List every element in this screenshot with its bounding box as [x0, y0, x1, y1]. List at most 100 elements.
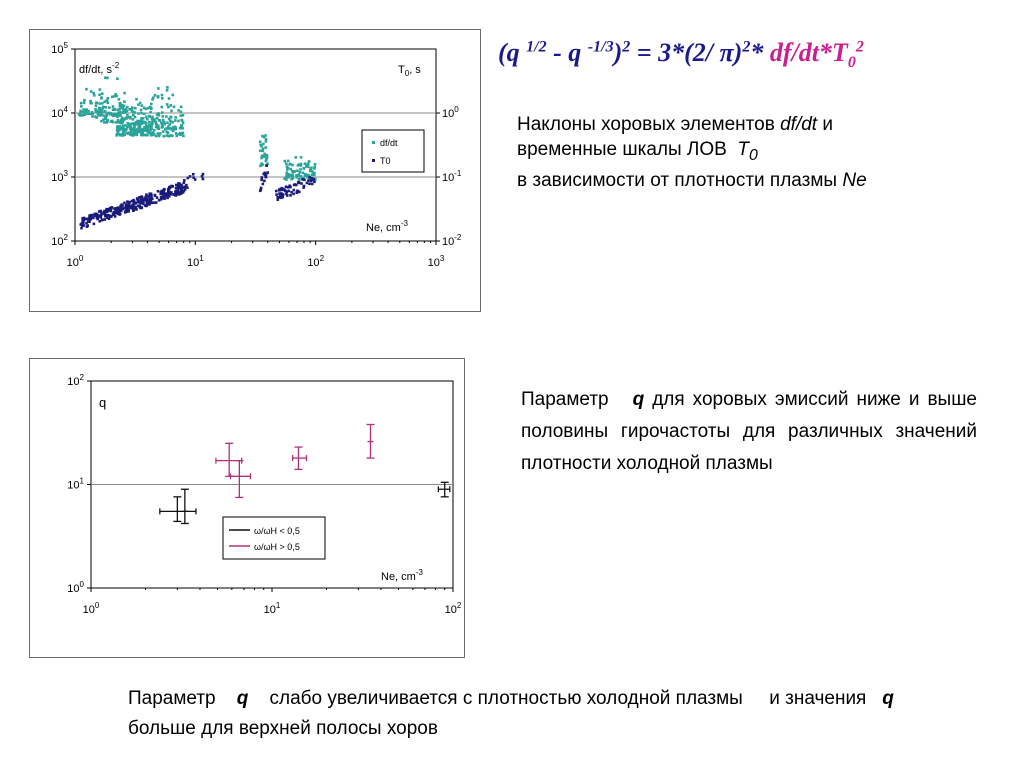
point-dfdt	[161, 125, 164, 129]
point-t0	[259, 186, 263, 190]
point-dfdt	[262, 142, 265, 146]
point-t0	[147, 194, 150, 198]
point-t0	[274, 189, 278, 193]
point-dfdt	[307, 165, 310, 169]
point-t0	[109, 207, 113, 211]
point-t0	[84, 217, 87, 221]
point-t0	[164, 194, 167, 198]
point-t0	[81, 221, 85, 224]
point-dfdt	[146, 133, 149, 137]
y-tick-label-right-0-exp: -2	[454, 233, 462, 242]
point-t0	[140, 199, 144, 202]
point-dfdt	[129, 130, 133, 133]
point-dfdt	[89, 90, 93, 93]
point-dfdt	[264, 159, 268, 163]
point-dfdt	[81, 110, 85, 114]
errorbar-point	[215, 442, 243, 477]
point-t0	[296, 189, 299, 193]
point-dfdt	[161, 130, 165, 133]
point-dfdt	[126, 121, 130, 125]
point-t0	[290, 190, 293, 194]
point-t0	[295, 191, 299, 194]
point-dfdt	[170, 127, 173, 131]
point-dfdt	[153, 118, 156, 121]
point-t0	[285, 194, 289, 197]
point-dfdt	[149, 110, 152, 114]
point-dfdt	[299, 168, 302, 171]
formula-close: )	[613, 38, 623, 67]
point-dfdt	[303, 162, 307, 166]
point-t0	[298, 190, 301, 194]
point-dfdt	[120, 106, 123, 109]
point-t0	[95, 212, 98, 216]
point-dfdt	[144, 115, 148, 119]
point-dfdt	[130, 108, 133, 111]
point-dfdt	[138, 122, 142, 126]
point-dfdt	[302, 167, 305, 170]
point-dfdt	[135, 97, 138, 101]
point-dfdt	[151, 96, 155, 100]
point-dfdt	[121, 133, 125, 137]
x-tick-label-2-1-base: 10	[264, 604, 276, 616]
point-dfdt	[119, 126, 123, 130]
point-dfdt	[101, 102, 104, 105]
point-dfdt	[296, 169, 299, 173]
point-t0	[188, 175, 192, 178]
point-dfdt	[98, 93, 101, 97]
point-t0	[105, 216, 109, 220]
point-dfdt	[106, 101, 110, 105]
point-dfdt	[120, 116, 124, 120]
point-t0	[279, 187, 282, 191]
point-dfdt	[79, 109, 82, 113]
point-t0	[127, 210, 130, 213]
point-t0	[180, 183, 183, 187]
point-dfdt	[119, 120, 123, 124]
point-dfdt	[181, 131, 185, 135]
y-tick-label-2-1-base: 10	[67, 480, 79, 492]
point-dfdt	[90, 101, 93, 105]
x-tick-label-2-0-exp: 0	[95, 601, 100, 610]
point-dfdt	[136, 131, 139, 134]
point-dfdt	[134, 132, 138, 136]
x-tick-label-1-0: 100	[67, 254, 84, 269]
point-t0	[104, 210, 108, 214]
point-dfdt	[179, 131, 182, 135]
point-dfdt	[133, 125, 136, 129]
point-t0	[278, 192, 281, 195]
point-dfdt	[121, 106, 125, 110]
point-t0	[120, 206, 123, 209]
point-dfdt	[155, 123, 159, 127]
x-tick-label-2-1-exp: 1	[276, 601, 281, 610]
point-dfdt	[165, 115, 168, 118]
point-dfdt	[122, 111, 126, 114]
point-dfdt	[118, 101, 122, 105]
point-t0	[297, 180, 301, 184]
point-dfdt	[140, 104, 144, 107]
point-t0	[201, 177, 205, 181]
point-t0	[309, 179, 313, 183]
point-t0	[154, 201, 158, 204]
point-t0	[302, 184, 306, 188]
formula-t0-sup: 2	[855, 38, 864, 56]
point-dfdt	[133, 115, 137, 119]
point-t0	[163, 197, 167, 200]
point-dfdt	[181, 127, 184, 130]
point-dfdt	[181, 113, 185, 117]
point-t0	[167, 195, 171, 198]
point-t0	[261, 182, 265, 186]
point-t0	[133, 200, 136, 204]
point-t0	[313, 180, 316, 184]
point-t0	[287, 189, 291, 193]
point-t0	[100, 213, 103, 217]
point-t0	[172, 193, 175, 196]
legend-1: df/dt T0	[361, 129, 425, 173]
x-tick-label-1-1: 101	[187, 254, 204, 269]
point-t0	[82, 224, 86, 227]
x-tick-label-1-2-base: 10	[307, 257, 319, 269]
point-dfdt	[135, 120, 138, 124]
point-dfdt	[131, 113, 135, 117]
point-dfdt	[154, 125, 158, 129]
corner-label-t0: T0, s	[398, 64, 421, 78]
point-t0	[123, 201, 126, 205]
point-t0	[119, 209, 123, 213]
